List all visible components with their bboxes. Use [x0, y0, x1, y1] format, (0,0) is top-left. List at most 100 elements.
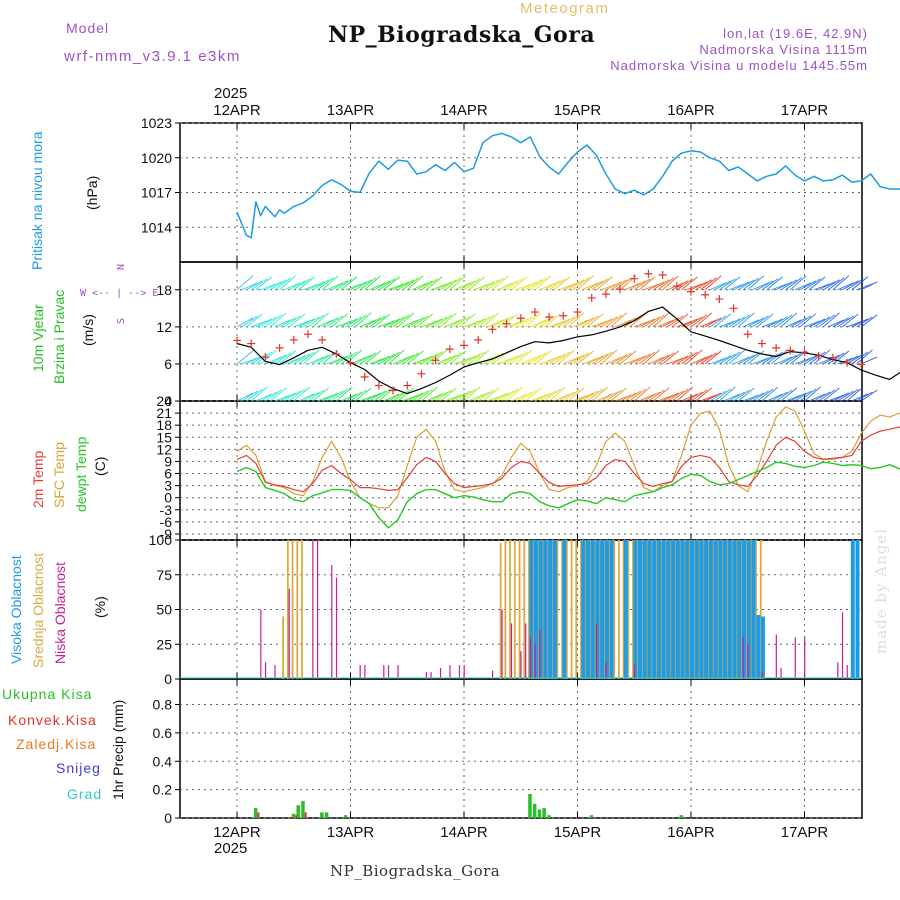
- wind-barb: [700, 394, 717, 402]
- wind-barb: [600, 283, 618, 291]
- wind-barb: [468, 393, 485, 402]
- wind-barb: [321, 317, 339, 328]
- wind-barb: [809, 318, 826, 328]
- footer-station: NP_Biogradska_Gora: [330, 862, 501, 880]
- wind-barb: [312, 387, 329, 402]
- wind-barb: [851, 351, 869, 365]
- wind-barb: [449, 350, 467, 365]
- wind-barb: [539, 357, 556, 365]
- tick-label-y: 12: [156, 319, 172, 335]
- wind-barb: [662, 275, 679, 291]
- wind-barb: [657, 394, 675, 402]
- gust-marker: [772, 343, 781, 352]
- wind-barb: [809, 393, 826, 402]
- wind-barb: [444, 319, 462, 328]
- wind-barb: [610, 312, 627, 328]
- wind-barb: [236, 392, 254, 402]
- wind-barb: [425, 351, 443, 365]
- wind-barb: [477, 389, 495, 402]
- wind-barb: [842, 313, 859, 328]
- wind-barb: [638, 351, 656, 365]
- wind-barb: [534, 317, 552, 328]
- precip-total-bar: [324, 812, 329, 818]
- wind-barb: [369, 282, 386, 291]
- wind-barb: [634, 320, 651, 328]
- wind-barb: [307, 314, 325, 328]
- wind-barb: [274, 319, 292, 328]
- wind-barb: [615, 319, 632, 328]
- tick-label-y: 0.2: [153, 782, 173, 798]
- wind-barb: [269, 387, 287, 402]
- precip-total-bar: [343, 815, 348, 818]
- wind-barb: [529, 277, 547, 291]
- wind-barb: [771, 283, 788, 291]
- wind-barb: [860, 389, 878, 402]
- wind-barb: [686, 391, 703, 402]
- page-title: NP_Biogradska_Gora: [328, 22, 596, 48]
- wind-barb: [790, 317, 807, 328]
- wind-barb: [785, 277, 802, 291]
- wind-barb: [633, 353, 651, 365]
- wind-barb: [359, 352, 377, 365]
- wind-barb: [851, 393, 868, 402]
- wind-barb: [354, 279, 372, 291]
- wind-barb: [496, 315, 514, 328]
- wind-barb: [780, 312, 798, 328]
- wind-barb: [681, 393, 698, 402]
- wind-barb: [709, 315, 727, 328]
- wind-barb: [312, 279, 329, 291]
- wind-barb: [771, 316, 788, 328]
- wind-barb: [846, 320, 864, 328]
- wind-barb: [416, 388, 434, 402]
- tick-label-y: 24: [156, 393, 172, 409]
- wind-barb: [402, 352, 419, 365]
- wind-barb: [605, 281, 623, 291]
- tick-label-y: 9: [164, 453, 172, 469]
- wind-barb: [775, 389, 793, 402]
- wind-barb: [657, 319, 675, 328]
- tick-label-y: 100: [149, 532, 173, 548]
- wind-barb: [558, 391, 575, 402]
- wind-barb: [482, 312, 500, 328]
- wind-barb: [515, 349, 533, 365]
- wind-barb: [832, 317, 850, 328]
- wind-barb: [808, 351, 826, 365]
- tsfc-series-line: [236, 406, 900, 509]
- wind-barb: [804, 278, 821, 291]
- wind-barb: [383, 276, 400, 291]
- wind-barb: [520, 314, 538, 328]
- wind-barb: [364, 317, 381, 328]
- wind-barb: [804, 320, 821, 328]
- tick-label-y: 25: [156, 636, 172, 652]
- gust-marker: [445, 345, 454, 354]
- wind-barb: [596, 276, 613, 291]
- wind-barb: [317, 352, 334, 365]
- wind-barb: [671, 355, 689, 365]
- wind-barb: [260, 391, 277, 402]
- wind-barb: [629, 313, 646, 328]
- gust-marker: [786, 346, 795, 355]
- gust-marker: [460, 341, 468, 350]
- wind-barb: [676, 278, 694, 291]
- wind-barb: [473, 391, 490, 402]
- wind-barb: [392, 356, 410, 365]
- wind-barb: [246, 313, 263, 328]
- tick-label-y: 1014: [141, 219, 172, 235]
- precip-total-bar: [253, 808, 258, 818]
- wind-barb: [298, 318, 315, 328]
- wind-barb: [671, 388, 689, 402]
- wind-barb: [756, 388, 774, 402]
- wind-barb: [548, 386, 566, 402]
- wind-barb: [369, 357, 386, 365]
- tick-label-y: 18: [156, 417, 172, 433]
- wind-barb: [719, 353, 736, 365]
- wind-barb: [799, 388, 817, 402]
- wind-barb: [563, 356, 580, 365]
- wind-barb: [799, 313, 817, 328]
- wind-barb: [572, 394, 589, 402]
- wind-barb: [652, 279, 670, 291]
- gust-marker: [715, 295, 724, 304]
- wind-barb: [738, 279, 755, 291]
- wind-barb: [435, 314, 452, 328]
- wind-barb: [624, 357, 641, 365]
